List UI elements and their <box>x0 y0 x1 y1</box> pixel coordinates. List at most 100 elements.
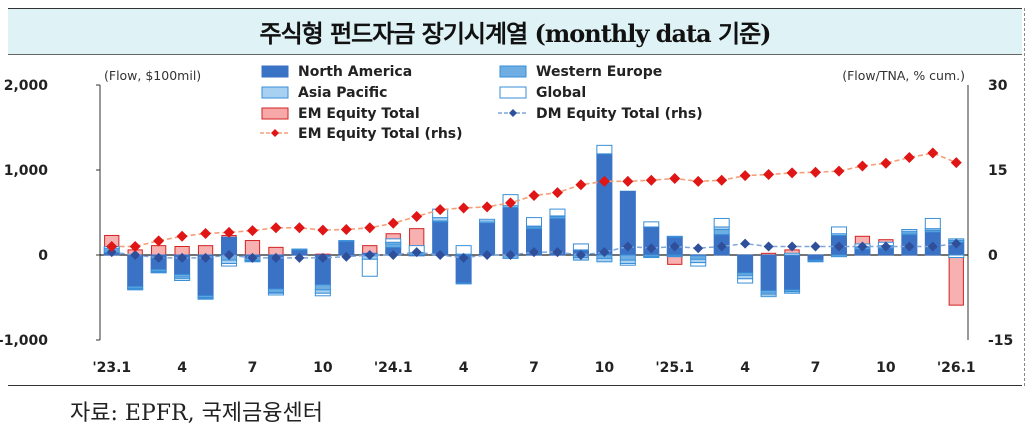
right-axis-label: (Flow/TNA, % cum.) <box>842 68 965 83</box>
bar-asia-pacific <box>619 259 636 265</box>
bar-western-europe <box>314 284 331 291</box>
dm-equity-point <box>106 247 117 258</box>
dm-equity-point <box>880 241 891 252</box>
legend-item: North America <box>261 64 412 80</box>
bar-western-europe <box>713 229 730 236</box>
x-tick-label: 10 <box>595 360 615 376</box>
em-equity-point <box>481 201 493 213</box>
legend-label: EM Equity Total (rhs) <box>298 126 463 142</box>
bar-global <box>830 226 847 235</box>
em-equity-point <box>927 147 939 159</box>
bar-global <box>479 218 496 222</box>
dm-equity-point <box>200 252 211 263</box>
em-equity-point <box>317 224 329 236</box>
x-tick-label: 10 <box>313 360 333 376</box>
dm-equity-point <box>646 243 657 254</box>
legend-item: DM Equity Total (rhs) <box>498 106 703 122</box>
dm-equity-point <box>224 250 235 260</box>
em-equity-point <box>622 175 634 187</box>
bar-global <box>314 292 331 297</box>
bar-western-europe <box>690 255 707 260</box>
bar-north-america <box>737 254 754 274</box>
legend-label: Global <box>536 85 586 101</box>
bar-global <box>948 254 965 259</box>
dm-equity-point <box>482 250 493 260</box>
bar-north-america <box>760 254 777 292</box>
dm-equity-point <box>787 241 798 252</box>
bar-asia-pacific <box>807 260 824 263</box>
bar-global <box>666 235 683 238</box>
left-tick-label: 1,000 <box>4 163 49 179</box>
source-note: 자료: EPFR, 국제금융센터 <box>70 401 324 426</box>
em-equity-point <box>903 152 915 164</box>
dm-equity-point <box>341 251 352 262</box>
dm-equity-point <box>294 252 305 263</box>
dm-equity-point <box>740 238 751 249</box>
bar-western-europe <box>830 254 847 258</box>
dm-equity-point <box>833 241 844 252</box>
legend-label: Asia Pacific <box>298 85 387 101</box>
em-equity-point <box>340 224 352 235</box>
left-axis-label: (Flow, $100mil) <box>104 68 201 83</box>
right-tick-label: -15 <box>988 333 1013 349</box>
em-equity-point <box>692 175 704 187</box>
legend-marker <box>271 129 279 137</box>
dm-equity-point <box>904 241 915 252</box>
bar-asia-pacific <box>291 248 308 251</box>
em-equity-point <box>200 227 212 239</box>
em-equity-point <box>645 174 657 186</box>
em-equity-point <box>575 179 587 191</box>
legend-item: EM Equity Total (rhs) <box>260 126 463 142</box>
em-equity-point <box>786 167 798 179</box>
legend-label: DM Equity Total (rhs) <box>536 106 703 122</box>
legend-item: Western Europe <box>499 64 662 80</box>
bar-asia-pacific <box>643 256 660 259</box>
right-divider <box>1024 8 1025 386</box>
legend-swatch <box>261 65 289 78</box>
bar-asia-pacific <box>737 274 754 280</box>
legend-swatch <box>261 107 289 120</box>
dm-equity-point <box>669 241 680 252</box>
bar-global <box>221 263 238 267</box>
bar-north-america <box>502 206 519 256</box>
dm-equity-point <box>763 241 774 252</box>
em-equity-point <box>669 173 681 184</box>
dm-equity-point <box>951 238 962 249</box>
bar-global <box>150 271 167 274</box>
x-tick-label: 7 <box>248 360 258 376</box>
bar-asia-pacific <box>596 257 613 263</box>
bar-global <box>267 292 284 296</box>
em-equity-point <box>810 166 822 178</box>
bar-asia-pacific <box>338 240 355 242</box>
bar-global <box>643 221 660 228</box>
right-tick-label: 30 <box>988 78 1008 94</box>
chart-title: 주식형 펀드자금 장기시계열 (monthly data 기준) <box>8 8 1022 55</box>
legend-label: Western Europe <box>536 64 662 80</box>
bar-north-america <box>784 254 801 291</box>
bar-global <box>760 294 777 298</box>
dm-equity-point <box>317 252 328 263</box>
dm-equity-point <box>552 247 563 258</box>
em-equity-point <box>528 190 540 201</box>
dm-equity-point <box>153 252 164 263</box>
em-equity-point <box>739 170 751 182</box>
dm-equity-point <box>575 250 586 260</box>
bar-global <box>197 297 214 300</box>
bar-global <box>549 208 566 217</box>
x-tick-label: 4 <box>177 360 187 376</box>
em-equity-point <box>411 210 423 222</box>
dm-equity-point <box>693 243 704 254</box>
legend-item: Global <box>499 85 586 101</box>
x-tick-label: 7 <box>811 360 821 376</box>
dm-equity-point <box>177 252 188 263</box>
bar-global <box>385 238 402 243</box>
bar-western-europe <box>385 243 402 248</box>
legend-item: Asia Pacific <box>261 85 387 101</box>
bar-global <box>690 262 707 267</box>
legend-swatch <box>499 65 527 78</box>
legend-swatch <box>499 86 527 99</box>
em-equity-point <box>293 222 305 234</box>
bar-western-europe <box>619 254 636 261</box>
legend-swatch <box>261 86 289 99</box>
dm-equity-point <box>247 252 258 263</box>
